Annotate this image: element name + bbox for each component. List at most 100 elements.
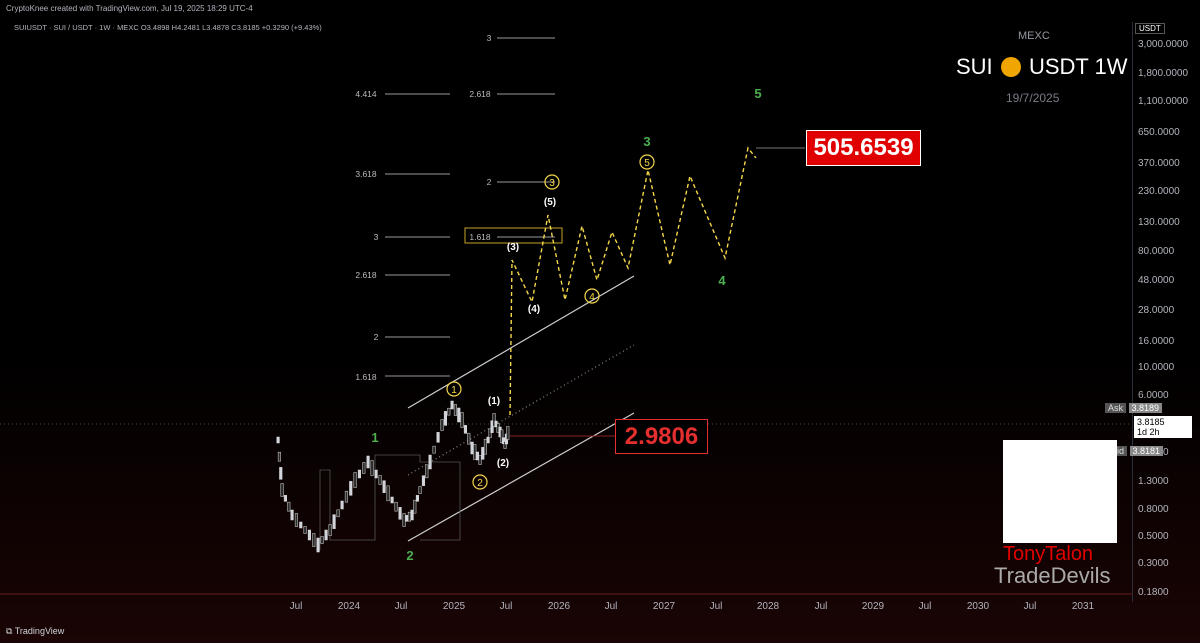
candle (332, 514, 336, 529)
candle (470, 441, 474, 455)
candle (394, 501, 398, 512)
candle (506, 426, 510, 440)
candle (307, 529, 311, 541)
wave-paren: (3) (507, 242, 519, 253)
wave-circled-3-circle (544, 174, 560, 190)
wave-circled-4: 4 (589, 292, 595, 303)
fib-left-label: 2 (374, 332, 379, 342)
qr-code (1003, 440, 1117, 543)
price-axis[interactable] (1132, 22, 1200, 602)
wave-green-2: 2 (406, 548, 413, 563)
time-tick: 2028 (756, 601, 780, 612)
candle (475, 451, 479, 461)
price-tick: 16.0000 (1138, 336, 1175, 347)
candle (316, 537, 320, 553)
wave-circled-3: 3 (549, 178, 555, 189)
fib-right-label: 3 (487, 33, 492, 43)
fib-left-label: 4.414 (355, 89, 377, 99)
wave-circled-5: 5 (644, 158, 650, 169)
candle (353, 472, 357, 488)
candle (357, 469, 361, 479)
candle (402, 513, 406, 527)
candle (287, 501, 291, 512)
time-tick: Jul (499, 601, 513, 612)
last-price-tag: 3.8185 1d 2h (1134, 416, 1192, 438)
price-tick: 1.3000 (1138, 476, 1169, 487)
currency-unit[interactable]: USDT (1135, 23, 1165, 34)
price-tick: 48.0000 (1138, 275, 1175, 286)
candle (478, 455, 482, 465)
candle (303, 526, 307, 534)
wave-circled-2: 2 (477, 478, 483, 489)
candle (500, 429, 504, 444)
time-tick: 2031 (1071, 601, 1095, 612)
candle (413, 499, 417, 514)
wave-circled-1: 1 (451, 385, 457, 396)
wave-circled-2-circle (472, 474, 488, 490)
wave-circled-5-circle (639, 154, 655, 170)
time-tick: Jul (918, 601, 932, 612)
candle (280, 483, 284, 497)
candle (492, 413, 496, 427)
candle (390, 496, 394, 504)
candle (443, 411, 447, 426)
candle (366, 455, 370, 469)
candle (432, 445, 436, 454)
price-tick: 28.0000 (1138, 305, 1175, 316)
candle (290, 509, 294, 521)
candle (467, 432, 471, 445)
target-high-box: 505.6539 (806, 130, 921, 166)
symbol-ohlc: SUIUSDT · SUI / USDT · 1W · MEXC O3.4898… (14, 23, 322, 32)
candle (324, 529, 328, 541)
time-tick: 2029 (861, 601, 885, 612)
price-tick: 1,800.0000 (1138, 68, 1189, 79)
candle (460, 412, 464, 428)
wave-paren: (4) (528, 304, 540, 315)
candle (453, 404, 457, 416)
candle (425, 464, 429, 479)
candle (488, 428, 492, 439)
time-tick: 2025 (442, 601, 466, 612)
wave-paren: (2) (497, 458, 509, 469)
sui-coin-icon (1000, 57, 1021, 77)
wave-green-1: 1 (371, 430, 378, 445)
candle (405, 515, 409, 522)
time-tick: 2024 (337, 601, 361, 612)
candle (481, 447, 485, 460)
candle (386, 485, 390, 502)
price-tick: 230.0000 (1138, 186, 1180, 197)
candle (450, 400, 454, 410)
time-tick: Jul (709, 601, 723, 612)
candle (428, 454, 432, 470)
time-tick: Jul (289, 601, 303, 612)
fib-right-label: 1.618 (469, 232, 491, 242)
time-tick: Jul (814, 601, 828, 612)
price-tick: 130.0000 (1138, 217, 1180, 228)
fib-right-label: 2.618 (469, 89, 491, 99)
tv-icon: ⧉ (6, 626, 15, 636)
candle (463, 425, 467, 434)
wave-green-3: 3 (643, 134, 650, 149)
candle (410, 509, 414, 521)
wave-circled-4-circle (584, 288, 600, 304)
candle (436, 432, 440, 443)
wave-green-4: 4 (718, 273, 726, 288)
price-tick: 0.5000 (1138, 531, 1169, 542)
wave-paren: (1) (488, 396, 500, 407)
candle (421, 475, 425, 486)
candle (473, 444, 477, 460)
time-tick: Jul (394, 601, 408, 612)
candle (374, 469, 378, 479)
projection-path (509, 146, 757, 416)
tradingview-logo[interactable]: ⧉ TradingView (6, 626, 65, 636)
fib-right-label: 2 (487, 177, 492, 187)
candle (312, 533, 316, 547)
candle (407, 511, 411, 522)
candle (440, 419, 444, 431)
price-tick: 0.1800 (1138, 587, 1169, 598)
candle (378, 475, 382, 485)
target-low-box: 2.9806 (615, 419, 708, 454)
candle (447, 407, 451, 416)
